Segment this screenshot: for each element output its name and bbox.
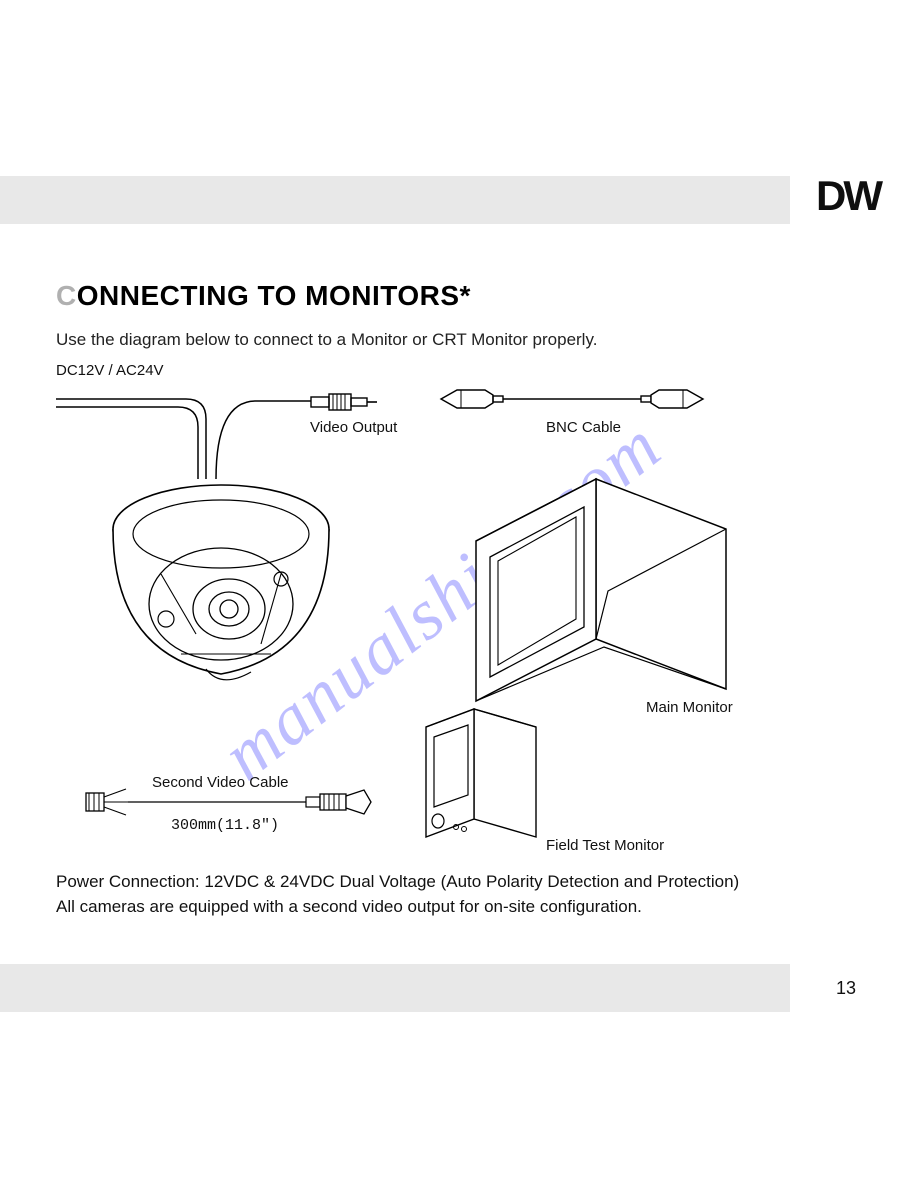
field-test-monitor-label: Field Test Monitor [546,837,664,854]
content-area: CONNECTING TO MONITORS* Use the diagram … [56,280,866,879]
power-connection-text: Power Connection: 12VDC & 24VDC Dual Vol… [56,870,866,895]
cable-length-label: 300mm(11.8") [171,817,279,834]
connection-diagram: manualshive.com [56,379,866,879]
footer-description: Power Connection: 12VDC & 24VDC Dual Vol… [56,870,866,919]
main-monitor-label: Main Monitor [646,699,733,716]
title-accent-letter: C [56,280,77,311]
video-output-label: Video Output [310,419,397,436]
intro-text: Use the diagram below to connect to a Mo… [56,330,866,350]
title-text: ONNECTING TO MONITORS* [77,280,471,311]
power-spec-label: DC12V / AC24V [56,362,866,379]
second-output-text: All cameras are equipped with a second v… [56,895,866,920]
diagram-svg [56,379,866,879]
bnc-cable-label: BNC Cable [546,419,621,436]
second-video-cable-label: Second Video Cable [152,774,289,791]
footer-bar [0,964,790,1012]
page-number: 13 [836,978,856,999]
page-title: CONNECTING TO MONITORS* [56,280,866,312]
brand-logo: DW [816,172,880,220]
header-bar [0,176,790,224]
